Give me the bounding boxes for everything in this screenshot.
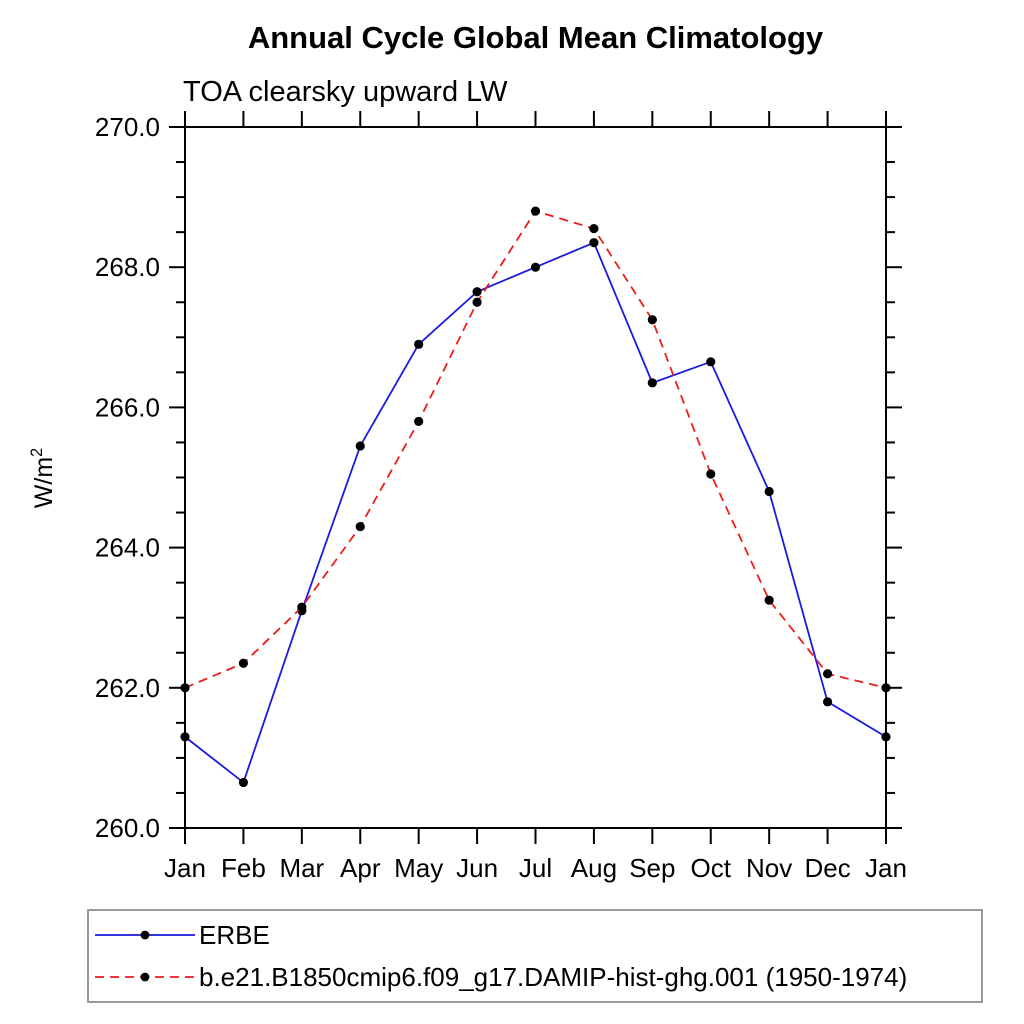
data-point-marker	[355, 521, 365, 532]
legend-item-model: b.e21.B1850cmip6.f09_g17.DAMIP-hist-ghg.…	[89, 959, 981, 995]
x-tick-label: Nov	[746, 853, 792, 883]
data-point-marker	[180, 732, 190, 742]
y-tick-label: 262.0	[95, 673, 160, 703]
y-tick-label: 266.0	[95, 392, 160, 422]
series-0-markers	[180, 238, 891, 788]
chart-subtitle: TOA clearsky upward LW	[183, 76, 508, 108]
data-point-marker	[706, 357, 716, 367]
data-point-marker	[764, 486, 774, 497]
y-tick-label: 268.0	[95, 252, 160, 282]
y-axis-ticks	[169, 126, 902, 829]
y-tick-label: 260.0	[95, 813, 160, 843]
data-point-marker	[414, 339, 424, 349]
data-point-marker	[589, 238, 599, 248]
x-tick-label: Sep	[629, 853, 675, 883]
legend-item-erbe: ERBE	[89, 917, 981, 953]
x-axis-tick-labels: Jan Feb Mar Apr May Jun Jul Aug Sep Oct Nov Dec Jan	[164, 853, 907, 883]
data-point-marker	[238, 658, 249, 668]
series-1-line	[184, 210, 887, 689]
data-point-marker	[647, 378, 657, 388]
data-point-marker	[355, 441, 365, 451]
x-axis-ticks	[184, 111, 887, 844]
x-tick-label: Feb	[221, 853, 266, 883]
y-axis-title: W/m2	[28, 448, 58, 508]
plot-frame	[184, 126, 887, 829]
x-tick-label: Jun	[456, 853, 498, 883]
x-tick-label: Jul	[519, 853, 552, 883]
x-tick-label: May	[394, 853, 443, 883]
data-point-marker	[881, 683, 891, 693]
series-1-markers	[180, 206, 891, 693]
x-tick-label: Mar	[279, 853, 324, 883]
data-point-marker	[589, 224, 599, 234]
legend-label-model: b.e21.B1850cmip6.f09_g17.DAMIP-hist-ghg.…	[199, 961, 908, 992]
data-point-marker	[764, 595, 774, 605]
x-tick-label: Apr	[340, 853, 381, 883]
series-0-line	[184, 241, 887, 784]
x-tick-label: Oct	[691, 853, 732, 883]
legend-line-sample-solid	[95, 930, 195, 940]
legend-sample-marker	[140, 972, 150, 982]
data-point-marker	[180, 683, 190, 693]
y-tick-label: 270.0	[95, 112, 160, 142]
data-point-marker	[822, 697, 833, 707]
legend-sample-marker	[140, 930, 150, 940]
data-point-marker	[647, 315, 657, 325]
x-tick-label: Aug	[571, 853, 617, 883]
y-axis-tick-labels: 260.0 262.0 264.0 266.0 268.0 270.0	[95, 112, 160, 843]
data-point-marker	[706, 469, 716, 479]
legend-line-sample-dashed	[95, 972, 195, 982]
data-point-marker	[530, 262, 541, 272]
data-point-marker	[530, 206, 541, 216]
legend-box: ERBE b.e21.B1850cmip6.f09_g17.DAMIP-hist…	[87, 909, 983, 1003]
data-point-marker	[472, 297, 482, 307]
y-tick-label: 264.0	[95, 533, 160, 563]
x-tick-label: Jan	[164, 853, 206, 883]
data-point-marker	[414, 416, 424, 427]
data-point-marker	[881, 732, 891, 742]
data-point-marker	[822, 669, 833, 679]
chart-title: Annual Cycle Global Mean Climatology	[247, 20, 824, 55]
x-tick-label: Dec	[804, 853, 850, 883]
data-point-marker	[238, 777, 249, 788]
legend-label-erbe: ERBE	[199, 919, 270, 950]
data-point-marker	[297, 602, 307, 612]
data-point-marker	[472, 287, 482, 297]
x-tick-label: Jan	[865, 853, 907, 883]
